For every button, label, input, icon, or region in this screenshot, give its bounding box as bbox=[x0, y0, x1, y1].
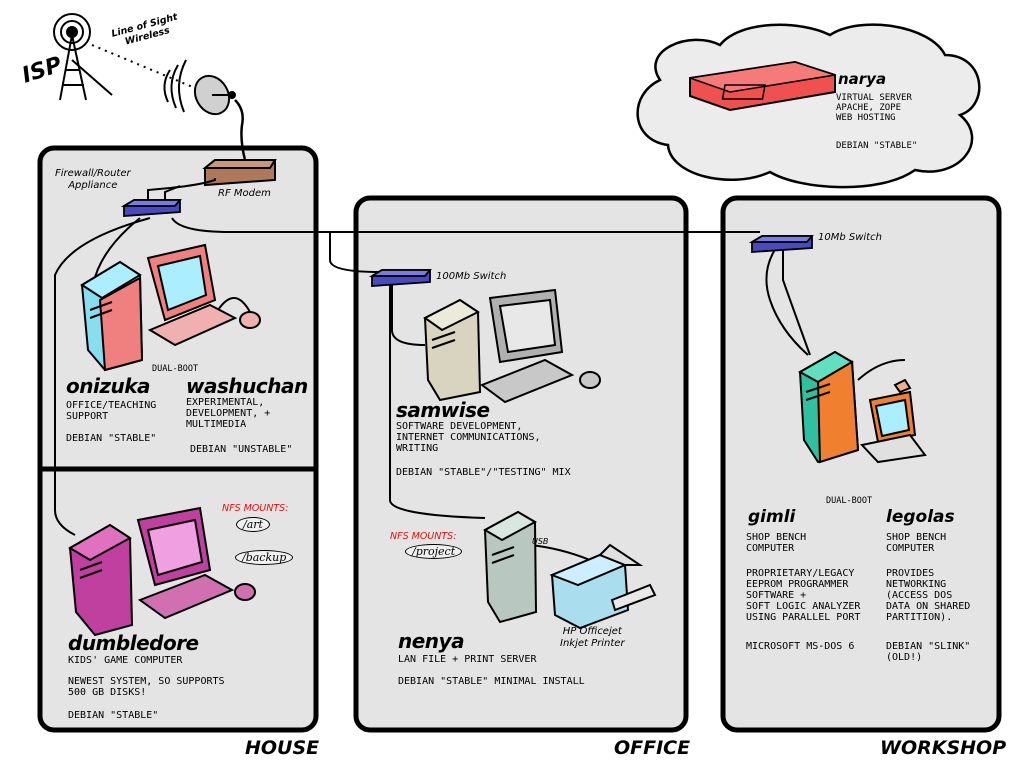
gimli-desc: SHOP BENCH COMPUTER bbox=[746, 532, 807, 554]
legolas-desc: SHOP BENCH COMPUTER bbox=[886, 532, 947, 554]
washuchan-os: DEBIAN "UNSTABLE" bbox=[190, 444, 293, 455]
printer-icon bbox=[549, 543, 657, 630]
gimli-legolas-computer-icon bbox=[797, 350, 927, 464]
workshop-label: WORKSHOP bbox=[880, 737, 1007, 759]
rf-modem-icon bbox=[202, 159, 277, 187]
rf-modem-label: RF Modem bbox=[218, 188, 271, 199]
nenya-server-icon bbox=[482, 510, 538, 624]
legolas-desc2: PROVIDES NETWORKING (ACCESS DOS DATA ON … bbox=[886, 568, 971, 623]
nenya-desc: LAN FILE + PRINT SERVER bbox=[398, 654, 537, 665]
samwise-name: samwise bbox=[396, 398, 490, 422]
legolas-name: legolas bbox=[886, 507, 955, 527]
cloud bbox=[636, 23, 981, 189]
mount-art: /art bbox=[236, 517, 270, 532]
gimli-os: MICROSOFT MS-DOS 6 bbox=[746, 641, 855, 652]
narya-desc: VIRTUAL SERVER APACHE, ZOPE WEB HOSTING bbox=[836, 93, 912, 123]
onizuka-os: DEBIAN "STABLE" bbox=[66, 433, 157, 444]
workshop-room bbox=[720, 195, 1002, 733]
printer-label: HP Officejet Inkjet Printer bbox=[560, 626, 625, 649]
switch-10-label: 10Mb Switch bbox=[818, 232, 882, 243]
gimli-desc2: PROPRIETARY/LEGACY EEPROM PROGRAMMER SOF… bbox=[746, 568, 861, 623]
switch-100-label: 100Mb Switch bbox=[436, 271, 507, 282]
nenya-name: nenya bbox=[398, 629, 465, 653]
samwise-desc: SOFTWARE DEVELOPMENT, INTERNET COMMUNICA… bbox=[396, 421, 541, 454]
washuchan-desc: EXPERIMENTAL, DEVELOPMENT, + MULTIMEDIA bbox=[186, 397, 271, 430]
office-nfs-label: NFS MOUNTS: bbox=[390, 531, 457, 542]
samwise-computer-icon bbox=[423, 288, 601, 404]
dumbledore-desc: KIDS' GAME COMPUTER bbox=[68, 655, 183, 666]
workshop-dual-boot-label: DUAL-BOOT bbox=[826, 496, 873, 506]
isp-tower-icon bbox=[53, 13, 113, 101]
mount-project: /project bbox=[405, 544, 463, 559]
narya-server-icon bbox=[689, 60, 836, 112]
house-nfs-label: NFS MOUNTS: bbox=[222, 503, 289, 514]
onizuka-washuchan-computer-icon bbox=[80, 243, 261, 372]
dumbledore-computer-icon bbox=[68, 506, 256, 637]
switch-10-icon bbox=[748, 235, 814, 253]
legolas-os: DEBIAN "SLINK" (OLD!) bbox=[886, 641, 971, 663]
wireless-waves-icon bbox=[163, 59, 187, 113]
firewall-label: Firewall/Router Appliance bbox=[55, 168, 131, 191]
dish-cable bbox=[234, 99, 247, 161]
washuchan-name: washuchan bbox=[186, 374, 308, 398]
satellite-dish-icon bbox=[193, 74, 236, 116]
samwise-os: DEBIAN "STABLE"/"TESTING" MIX bbox=[396, 467, 571, 478]
firewall-appliance-icon bbox=[120, 199, 182, 217]
dumbledore-os: DEBIAN "STABLE" bbox=[68, 710, 159, 721]
onizuka-desc: OFFICE/TEACHING SUPPORT bbox=[66, 400, 157, 422]
onizuka-name: onizuka bbox=[66, 374, 151, 398]
dumbledore-name: dumbledore bbox=[68, 631, 199, 655]
nenya-os: DEBIAN "STABLE" MINIMAL INSTALL bbox=[398, 676, 585, 687]
house-label: HOUSE bbox=[245, 737, 320, 759]
switch-100-icon bbox=[368, 269, 432, 287]
house-dual-boot-label: DUAL-BOOT bbox=[152, 364, 199, 374]
usb-label: USB bbox=[532, 537, 549, 546]
mount-backup: /backup bbox=[235, 550, 294, 565]
office-label: OFFICE bbox=[614, 737, 691, 759]
gimli-name: gimli bbox=[748, 507, 796, 527]
narya-os: DEBIAN "STABLE" bbox=[836, 141, 918, 151]
narya-name: narya bbox=[838, 70, 887, 88]
dumbledore-desc2: NEWEST SYSTEM, SO SUPPORTS 500 GB DISKS! bbox=[68, 676, 225, 698]
